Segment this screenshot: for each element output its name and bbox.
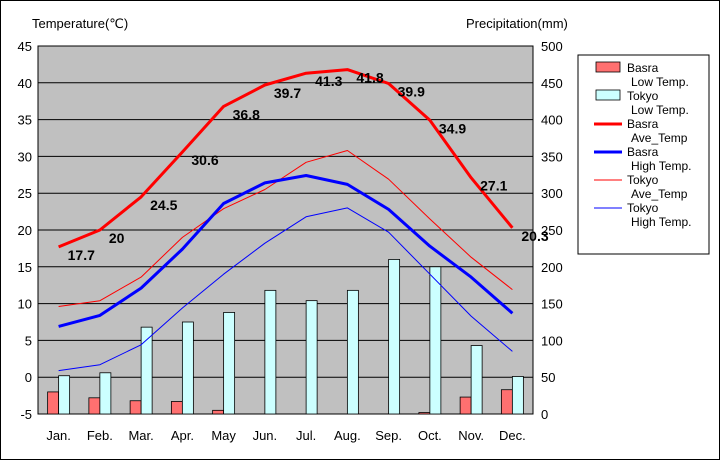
series-line bbox=[58, 150, 513, 307]
data-label: 36.8 bbox=[233, 106, 260, 122]
x-tick-label: Oct. bbox=[418, 428, 442, 443]
data-label: 17.7 bbox=[68, 247, 95, 263]
data-label: 41.8 bbox=[356, 70, 383, 86]
bar bbox=[388, 259, 401, 415]
y-left-tick-label: 0 bbox=[25, 370, 32, 385]
data-label: 20 bbox=[109, 230, 125, 246]
data-label: 24.5 bbox=[150, 197, 177, 213]
y-right-tick-label: 450 bbox=[541, 76, 563, 91]
bar bbox=[99, 372, 112, 415]
x-tick-label: Jan. bbox=[46, 428, 71, 443]
bar bbox=[459, 396, 472, 415]
x-tick-label: Feb. bbox=[87, 428, 113, 443]
y-left-tick-label: 20 bbox=[18, 223, 32, 238]
y-axis-left-label: Temperature(℃) bbox=[32, 16, 128, 31]
data-label: 30.6 bbox=[191, 152, 218, 168]
bar bbox=[58, 375, 71, 415]
y-left-tick-label: 45 bbox=[18, 39, 32, 54]
y-right-tick-label: 150 bbox=[541, 297, 563, 312]
legend-swatch bbox=[595, 61, 621, 73]
data-label: 20.3 bbox=[521, 228, 548, 244]
data-label: 34.9 bbox=[439, 120, 466, 136]
bar-series bbox=[47, 259, 524, 415]
line-series bbox=[58, 68, 514, 372]
x-tick-label: Jun. bbox=[253, 428, 278, 443]
series-line bbox=[58, 68, 514, 249]
legend-label: Basra bbox=[627, 117, 659, 131]
y-left-tick-label: 5 bbox=[25, 333, 32, 348]
data-label: 41.3 bbox=[315, 73, 342, 89]
bar bbox=[170, 401, 183, 415]
x-tick-label: Sep. bbox=[375, 428, 402, 443]
bar bbox=[429, 266, 442, 415]
bar bbox=[346, 289, 359, 415]
series-line bbox=[58, 207, 513, 372]
y-axis-right-label: Precipitation(mm) bbox=[466, 16, 568, 31]
legend-label: Tokyo bbox=[627, 201, 659, 215]
legend-label: Low Temp. bbox=[631, 75, 689, 89]
legend-label: Ave_Temp bbox=[631, 131, 688, 145]
y-left-tick-label: 10 bbox=[18, 297, 32, 312]
x-tick-label: Aug. bbox=[334, 428, 361, 443]
bar bbox=[418, 412, 431, 415]
y-right-tick-label: 0 bbox=[541, 407, 548, 422]
y-right-tick-label: 500 bbox=[541, 39, 563, 54]
legend-label: Ave_Temp bbox=[631, 187, 688, 201]
y-right-tick-label: 100 bbox=[541, 333, 563, 348]
x-tick-label: Dec. bbox=[499, 428, 526, 443]
bar bbox=[511, 376, 524, 415]
y-right-tick-label: 250 bbox=[541, 223, 563, 238]
y-right-tick-label: 350 bbox=[541, 149, 563, 164]
y-left-tick-label: 25 bbox=[18, 186, 32, 201]
y-left-tick-label: 30 bbox=[18, 149, 32, 164]
y-left-tick-label: -5 bbox=[20, 407, 32, 422]
x-tick-label: Mar. bbox=[128, 428, 153, 443]
legend-label: Tokyo bbox=[627, 173, 659, 187]
grid-lines bbox=[38, 82, 533, 378]
bar bbox=[140, 326, 153, 415]
bar bbox=[223, 312, 236, 415]
bar bbox=[47, 391, 60, 415]
x-tick-label: May bbox=[211, 428, 236, 443]
data-label: 39.9 bbox=[398, 84, 425, 100]
bar bbox=[470, 345, 483, 415]
legend-swatch bbox=[595, 89, 621, 101]
y-right-tick-label: 200 bbox=[541, 260, 563, 275]
legend-label: Tokyo bbox=[627, 89, 659, 103]
y-right-tick-label: 300 bbox=[541, 186, 563, 201]
y-right-tick-label: 50 bbox=[541, 370, 555, 385]
y-left-tick-label: 40 bbox=[18, 76, 32, 91]
y-left-tick-label: 15 bbox=[18, 260, 32, 275]
bar bbox=[500, 389, 513, 415]
bar bbox=[129, 400, 142, 415]
y-right-tick-label: 400 bbox=[541, 113, 563, 128]
x-tick-label: Jul. bbox=[296, 428, 316, 443]
bar bbox=[88, 397, 101, 415]
data-label: 39.7 bbox=[274, 85, 301, 101]
data-labels: 17.7 20 24.5 30.6 36.8 39.7 41.3 41.8 39.9 34.9 27… bbox=[68, 70, 549, 263]
series-line bbox=[58, 174, 514, 328]
data-label: 27.1 bbox=[480, 178, 507, 194]
y-left-tick-label: 35 bbox=[18, 113, 32, 128]
x-tick-label: Apr. bbox=[171, 428, 194, 443]
legend-label: Basra bbox=[627, 61, 659, 75]
legend-label: Low Temp. bbox=[631, 103, 689, 117]
bar bbox=[264, 289, 277, 415]
bar bbox=[305, 300, 318, 415]
legend-label: Basra bbox=[627, 145, 659, 159]
legend-label: High Temp. bbox=[631, 215, 691, 229]
x-tick-label: Nov. bbox=[458, 428, 484, 443]
legend-label: High Temp. bbox=[631, 159, 691, 173]
bar bbox=[181, 321, 194, 415]
bar bbox=[212, 409, 225, 415]
legend-box bbox=[577, 54, 710, 255]
